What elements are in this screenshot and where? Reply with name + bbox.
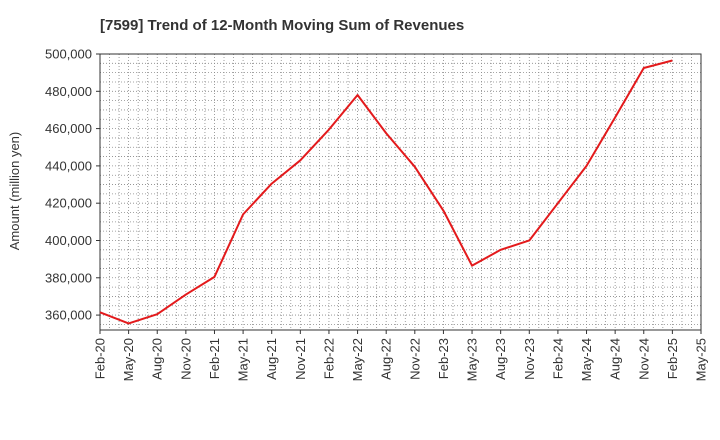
gridlines xyxy=(100,53,701,330)
plot-frame xyxy=(99,53,702,331)
x-tick-label: Nov-20 xyxy=(178,338,193,380)
y-axis-label: Amount (million yen) xyxy=(7,132,22,251)
x-tick-label: Feb-20 xyxy=(93,338,108,379)
y-tick-label: 360,000 xyxy=(45,308,92,323)
x-tick-label: Aug-22 xyxy=(379,338,394,380)
y-tick-label: 400,000 xyxy=(45,233,92,248)
series-line xyxy=(99,59,673,325)
y-axis-ticks: 360,000 380,000 400,000 420,000 440,000 460,0… xyxy=(45,47,100,323)
x-tick-label: May-23 xyxy=(465,338,480,381)
x-tick-label: Aug-21 xyxy=(264,338,279,380)
x-tick-label: May-24 xyxy=(579,338,594,381)
x-tick-label: Nov-23 xyxy=(522,338,537,380)
x-tick-label: Feb-25 xyxy=(665,338,680,379)
x-tick-label: Feb-22 xyxy=(321,338,336,379)
y-tick-label: 460,000 xyxy=(45,121,92,136)
x-tick-label: Feb-24 xyxy=(550,338,565,379)
x-tick-label: May-25 xyxy=(694,338,709,381)
x-tick-label: Nov-21 xyxy=(293,338,308,380)
x-tick-label: Nov-24 xyxy=(636,338,651,380)
x-tick-label: May-22 xyxy=(350,338,365,381)
y-tick-label: 380,000 xyxy=(45,270,92,285)
x-tick-label: Feb-21 xyxy=(207,338,222,379)
y-tick-label: 420,000 xyxy=(45,196,92,211)
x-tick-label: Nov-22 xyxy=(407,338,422,380)
y-tick-label: 440,000 xyxy=(45,158,92,173)
x-tick-label: Aug-20 xyxy=(150,338,165,380)
chart-title: [7599] Trend of 12-Month Moving Sum of R… xyxy=(100,17,464,34)
x-tick-label: Feb-23 xyxy=(436,338,451,379)
y-tick-label: 480,000 xyxy=(45,84,92,99)
x-axis-ticks: Feb-20 May-20 Aug-20 Nov-20 Feb-21 May-21 Aug-… xyxy=(93,330,709,381)
x-tick-label: Aug-24 xyxy=(608,338,623,380)
y-tick-label: 500,000 xyxy=(45,47,92,62)
x-tick-label: May-21 xyxy=(236,338,251,381)
x-tick-label: May-20 xyxy=(121,338,136,381)
series-layer xyxy=(99,59,673,325)
x-tick-label: Aug-23 xyxy=(493,338,508,380)
